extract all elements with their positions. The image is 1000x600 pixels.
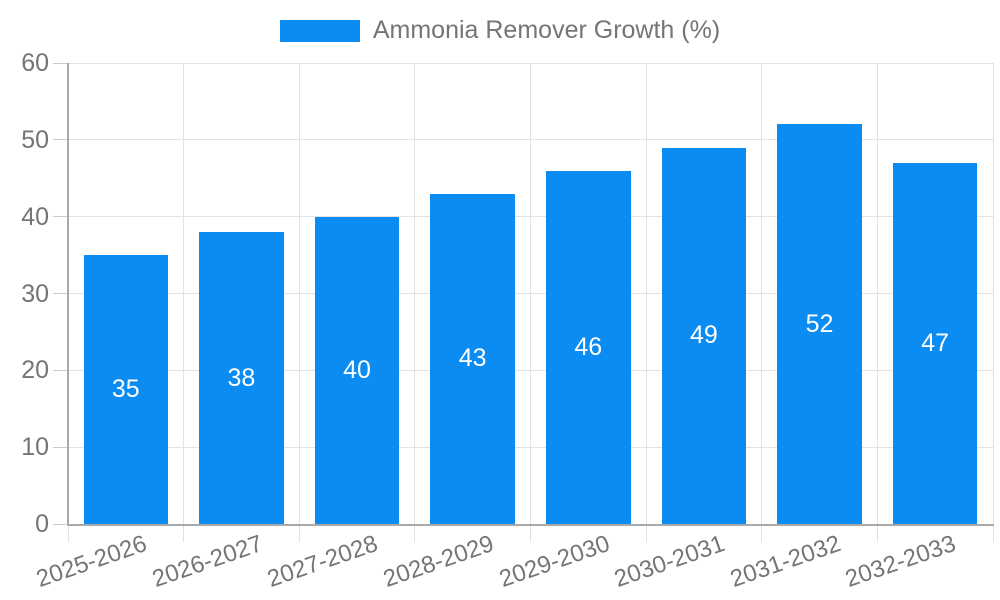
- bar: 40: [314, 216, 400, 524]
- bar-value-label: 40: [343, 355, 371, 384]
- y-axis-label: 60: [21, 49, 49, 77]
- x-tick: [183, 524, 185, 542]
- y-axis-label: 10: [21, 433, 49, 462]
- bar-value-label: 49: [690, 321, 718, 350]
- x-tick: [298, 524, 300, 542]
- y-axis-label: 0: [35, 510, 49, 538]
- legend-label: Ammonia Remover Growth (%): [372, 16, 721, 44]
- x-gridline: [183, 63, 185, 524]
- bar-value-label: 52: [805, 309, 834, 338]
- x-gridline: [645, 63, 647, 524]
- x-axis-label: 2030-2031: [611, 530, 729, 593]
- bar: 47: [892, 162, 978, 524]
- x-tick: [645, 524, 647, 542]
- x-axis-label: 2031-2032: [726, 530, 845, 593]
- x-gridline: [761, 63, 763, 524]
- x-tick: [876, 524, 878, 542]
- x-gridline: [876, 63, 878, 524]
- x-gridline: [414, 63, 416, 524]
- y-tick: [53, 216, 68, 218]
- y-tick: [53, 293, 68, 294]
- y-axis-label: 40: [21, 202, 49, 231]
- bar: 35: [83, 255, 169, 524]
- x-tick: [761, 524, 763, 542]
- y-axis-label: 50: [21, 125, 49, 154]
- y-axis-line: [67, 63, 69, 526]
- y-tick: [53, 523, 68, 525]
- x-axis-label: 2028-2029: [379, 530, 498, 593]
- bar-value-label: 47: [921, 328, 950, 357]
- legend: Ammonia Remover Growth (%): [0, 18, 1000, 43]
- x-axis-label: 2026-2027: [148, 530, 266, 593]
- x-gridline: [530, 63, 531, 524]
- y-tick: [53, 369, 68, 371]
- x-tick: [414, 524, 416, 542]
- x-axis-line: [67, 524, 994, 526]
- bar-value-label: 35: [111, 375, 140, 404]
- bar-value-label: 43: [458, 344, 487, 373]
- x-axis-label: 2029-2030: [495, 530, 613, 593]
- x-axis-label: 2032-2033: [842, 530, 960, 593]
- x-gridline: [298, 63, 300, 524]
- bar-value-label: 46: [574, 332, 603, 361]
- bar: 38: [199, 232, 284, 524]
- x-axis-label: 2025-2026: [32, 530, 151, 593]
- bar: 46: [546, 170, 631, 524]
- x-gridline: [992, 63, 994, 524]
- y-tick: [53, 446, 68, 448]
- bar: 49: [661, 147, 747, 524]
- y-axis-label: 20: [21, 356, 49, 385]
- x-tick: [992, 524, 994, 542]
- x-tick: [67, 524, 69, 542]
- y-axis-label: 30: [21, 279, 49, 308]
- bar-value-label: 38: [227, 363, 256, 392]
- y-tick: [53, 139, 68, 141]
- bar: 43: [430, 193, 515, 524]
- bar: 52: [777, 124, 862, 524]
- x-tick: [530, 524, 531, 542]
- x-axis-label: 2027-2028: [264, 530, 382, 593]
- legend-swatch: [279, 19, 360, 42]
- y-tick: [53, 62, 68, 64]
